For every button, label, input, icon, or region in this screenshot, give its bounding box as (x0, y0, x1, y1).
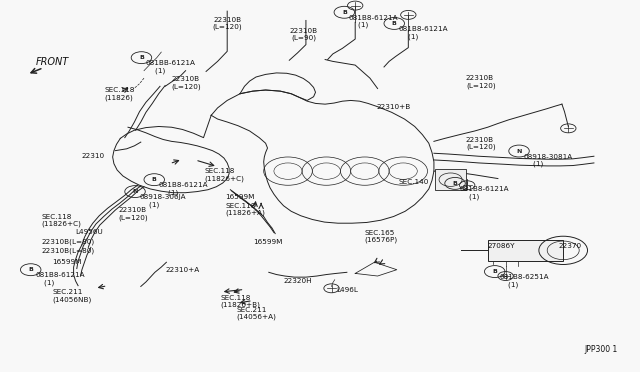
Text: B: B (342, 10, 347, 15)
Text: SEC.118
(11826+A): SEC.118 (11826+A) (225, 203, 265, 216)
Text: L496L: L496L (336, 287, 358, 293)
Text: 16599M: 16599M (52, 259, 82, 265)
Text: B: B (452, 181, 458, 186)
Text: L4956U: L4956U (76, 229, 103, 235)
Text: SEC.118
(11826+C): SEC.118 (11826+C) (205, 168, 244, 182)
Text: 081B8-6121A
    (1): 081B8-6121A (1) (35, 272, 85, 286)
Text: 081B8-6121A
    (1): 081B8-6121A (1) (159, 182, 209, 196)
Text: SEC.118
(11826): SEC.118 (11826) (104, 87, 134, 101)
Text: 16599M: 16599M (253, 239, 282, 245)
Text: 22320H: 22320H (284, 278, 312, 284)
Text: 22310+B: 22310+B (376, 104, 411, 110)
Text: B: B (492, 269, 497, 274)
Text: N: N (516, 148, 522, 154)
Text: B: B (139, 55, 144, 60)
Text: 081B8-6121A
    (1): 081B8-6121A (1) (349, 15, 399, 28)
Text: SEC.118
(11826+B): SEC.118 (11826+B) (221, 295, 260, 308)
Text: 081B8-6121A
    (1): 081B8-6121A (1) (399, 26, 449, 39)
Text: 22310B(L=80): 22310B(L=80) (42, 239, 95, 245)
Text: 27086Y: 27086Y (488, 243, 515, 248)
Text: 08918-306JA
    (1): 08918-306JA (1) (140, 194, 186, 208)
Text: 081B8-6251A
    (1): 081B8-6251A (1) (499, 274, 549, 288)
Text: SEC.211
(14056NB): SEC.211 (14056NB) (52, 289, 92, 303)
Bar (488, 240, 563, 261)
Text: 16599M: 16599M (225, 194, 255, 200)
Text: 081B8-6121A
    (1): 081B8-6121A (1) (460, 186, 509, 199)
Text: 08918-3081A
    (1): 08918-3081A (1) (524, 154, 573, 167)
Text: B: B (28, 267, 33, 272)
Text: B: B (152, 177, 157, 182)
Text: SEC.140: SEC.140 (398, 179, 428, 185)
Text: SEC.118
(11826+C): SEC.118 (11826+C) (42, 214, 81, 227)
Text: JPP300 1: JPP300 1 (584, 345, 618, 354)
Bar (435, 169, 466, 190)
Text: SEC.165
(16576P): SEC.165 (16576P) (365, 230, 398, 243)
Text: SEC.211
(14056+A): SEC.211 (14056+A) (237, 307, 276, 320)
Text: 22310: 22310 (81, 153, 104, 158)
Text: B: B (392, 21, 397, 26)
Text: 22310+A: 22310+A (165, 267, 200, 273)
Text: 22310B
(L=90): 22310B (L=90) (290, 28, 318, 41)
Text: N: N (132, 189, 138, 194)
Text: 22310B
(L=120): 22310B (L=120) (466, 75, 495, 89)
Text: 22310B
(L=120): 22310B (L=120) (172, 76, 201, 90)
Text: 22370: 22370 (558, 243, 581, 248)
Text: 22310B(L=80): 22310B(L=80) (42, 247, 95, 254)
Text: 22310B
(L=120): 22310B (L=120) (466, 137, 495, 150)
Text: 22310B
(L=120): 22310B (L=120) (212, 17, 242, 30)
Text: 081BB-6121A
    (1): 081BB-6121A (1) (146, 60, 196, 74)
Text: 22310B
(L=120): 22310B (L=120) (118, 207, 148, 221)
Text: FRONT: FRONT (36, 58, 69, 67)
